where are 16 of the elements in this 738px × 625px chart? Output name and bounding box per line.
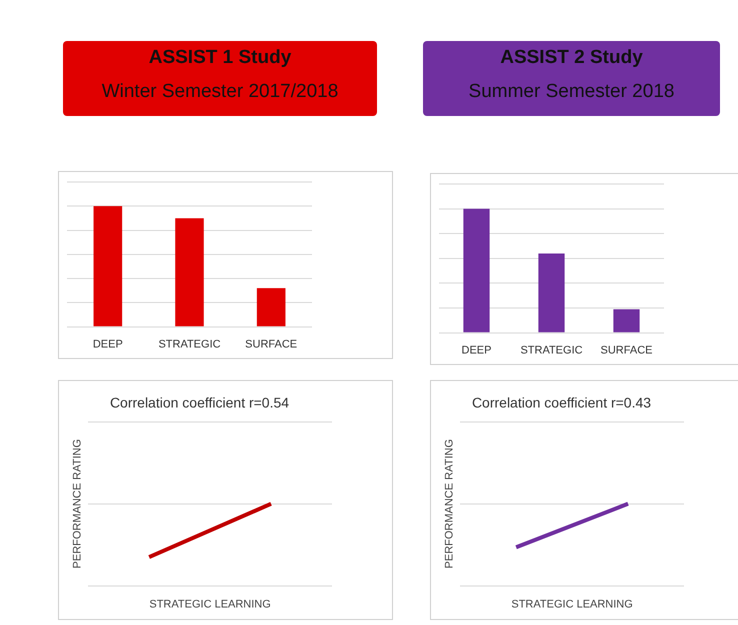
x-tick-label: SURFACE (245, 338, 298, 350)
x-tick-label: DEEP (92, 338, 123, 350)
chart-title: Correlation coefficient r=0.54 (110, 394, 290, 410)
chart-title: Correlation coefficient r=0.43 (472, 394, 652, 410)
x-tick-label: STRATEGIC (158, 338, 221, 350)
x-axis-title: STRATEGIC LEARNING (149, 598, 271, 610)
chart-title: ASSIST 1 Study (148, 47, 292, 69)
x-tick-label: SURFACE (600, 344, 652, 356)
x-axis-title: STRATEGIC LEARNING (511, 598, 633, 610)
chart-subtitle: Summer Semester 2018 (468, 81, 676, 103)
y-axis-title: PERFORMANCE RATING (444, 439, 456, 568)
x-tick-label: STRATEGIC (520, 344, 583, 356)
x-tick-label: DEEP (462, 344, 492, 356)
y-axis-title: PERFORMANCE RATING (72, 439, 84, 568)
chart-subtitle: Winter Semester 2017/2018 (100, 81, 340, 103)
chart-title: ASSIST 2 Study (499, 47, 644, 69)
